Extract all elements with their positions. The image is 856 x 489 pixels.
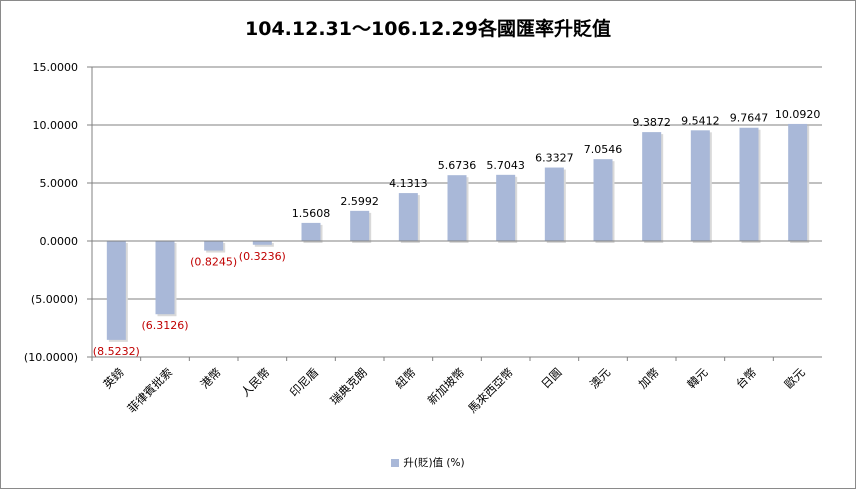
legend-swatch [391,459,400,467]
data-label: 5.6736 [438,159,477,172]
bar [496,174,516,241]
bar [106,241,126,340]
data-label: 6.3327 [535,152,574,165]
x-tick-label: 紐幣 [392,365,419,392]
data-label: 7.0546 [584,143,623,156]
data-label: 10.0920 [775,108,821,121]
y-tick-label: (10.0000) [24,351,78,364]
x-tick-label: 澳元 [587,365,614,392]
bar-shadow [254,243,274,247]
x-tick-label: 印尼盾 [287,365,322,400]
x-tick-label: 菲律賓批索 [125,365,176,416]
bar [593,159,613,241]
bar [642,132,662,241]
bar [155,241,175,315]
y-tick-label: 5.0000 [40,177,79,190]
bar [544,167,564,241]
bar [350,210,370,241]
data-label: (6.3126) [141,319,188,332]
chart-title: 104.12.31～106.12.29各國匯率升貶值 [245,18,611,40]
legend-label: 升(貶)值 (%) [403,457,465,469]
data-label: 9.3872 [632,116,671,129]
x-tick-label: 日圓 [538,365,564,391]
bar [739,127,759,241]
data-label: 2.5992 [340,195,379,208]
x-tick-label: 英鎊 [100,365,126,391]
x-tick-label: 韓元 [684,365,711,392]
bar [788,123,808,241]
x-tick-label: 馬來西亞幣 [465,365,516,416]
y-tick-label: (5.0000) [31,293,78,306]
data-label: 9.7647 [730,112,769,125]
data-label: (8.5232) [93,345,140,358]
bar [252,241,272,245]
y-tick-label: 10.0000 [33,119,79,132]
data-label: 4.1313 [389,177,428,190]
x-tick-label: 瑞典克朗 [327,365,369,407]
data-label: 1.5608 [292,207,331,220]
legend: 升(貶)值 (%) [0,455,856,470]
bar [447,175,467,241]
x-tick-label: 港幣 [198,365,225,392]
data-label: (0.3236) [239,250,286,263]
y-tick-label: 15.0000 [33,61,79,74]
data-label: (0.8245) [190,256,237,269]
x-tick-label: 歐元 [782,365,809,392]
x-tick-label: 台幣 [733,365,760,392]
bar [301,222,321,241]
x-tick-label: 人民幣 [238,365,273,400]
data-label: 5.7043 [486,159,525,172]
data-label: 9.5412 [681,114,720,127]
bar [690,130,710,241]
y-tick-label: 0.0000 [40,235,79,248]
x-tick-label: 新加坡幣 [425,365,468,408]
bar [398,193,418,241]
bar [204,241,224,251]
x-tick-label: 加幣 [636,365,663,392]
